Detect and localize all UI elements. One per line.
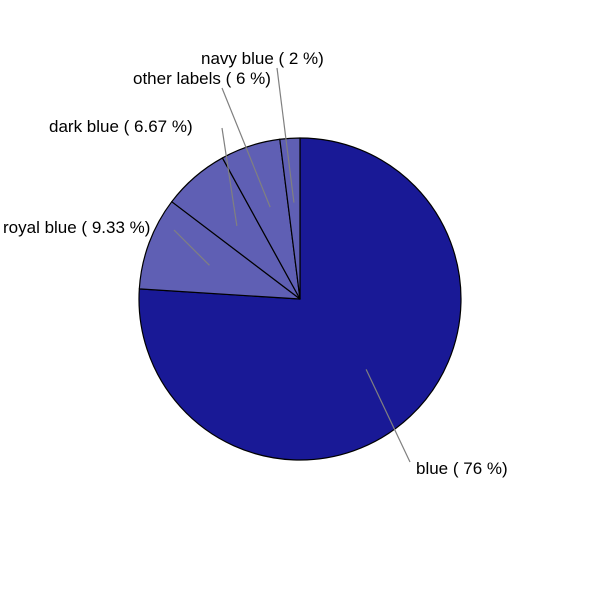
slice-label-1: royal blue ( 9.33 %) bbox=[3, 218, 150, 237]
leader-line-0 bbox=[365, 369, 411, 463]
slice-label-0: blue ( 76 %) bbox=[416, 459, 508, 478]
pie-labels: blue ( 76 %) royal blue ( 9.33 %) dark blu… bbox=[3, 49, 508, 478]
pie-slices bbox=[138, 137, 462, 461]
pie-slice-4 bbox=[279, 137, 301, 300]
leader-line-1 bbox=[173, 229, 210, 266]
slice-label-4: navy blue ( 2 %) bbox=[201, 49, 324, 68]
pie-leader-lines bbox=[173, 67, 411, 463]
slice-label-2: dark blue ( 6.67 %) bbox=[49, 117, 193, 136]
pie-slice-1 bbox=[138, 201, 301, 300]
leader-line-4 bbox=[276, 67, 295, 203]
leader-line-2 bbox=[221, 127, 238, 226]
leader-line-3 bbox=[221, 87, 271, 208]
slice-label-3: other labels ( 6 %) bbox=[133, 69, 271, 88]
